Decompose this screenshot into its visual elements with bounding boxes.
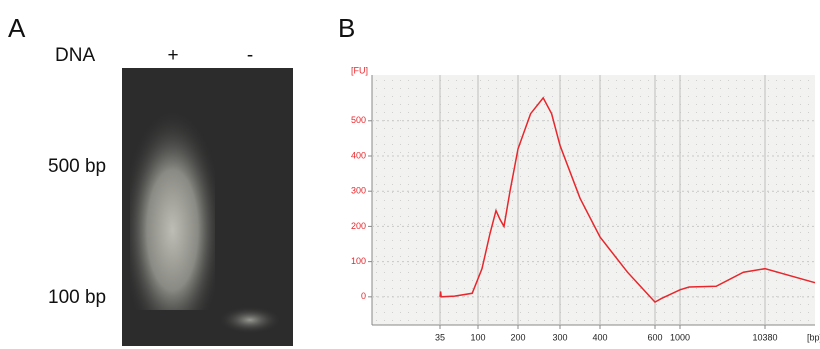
- gel-smear: [130, 110, 215, 310]
- y-tick-label: 0: [361, 291, 366, 301]
- y-tick-label: 300: [351, 186, 366, 196]
- panel-letter: B: [338, 13, 355, 43]
- x-tick-label: 100: [470, 332, 485, 342]
- x-axis-label: [bp]: [807, 332, 820, 342]
- y-axis-label: [FU]: [351, 65, 368, 75]
- y-tick-label: 200: [351, 221, 366, 231]
- plot-grid-dots: [372, 75, 815, 325]
- marker-label: 100 bp: [48, 287, 106, 308]
- x-tick-label: 400: [592, 332, 607, 342]
- figure: A DNA + - 500 bp 100 bp B 0 100 200 300 400 5…: [0, 0, 820, 349]
- x-tick-label: 600: [647, 332, 662, 342]
- x-tick-label: 300: [552, 332, 567, 342]
- y-tick-label: 500: [351, 115, 366, 125]
- lane-header: DNA: [55, 45, 95, 66]
- x-tick-label: 200: [510, 332, 525, 342]
- marker-label: 500 bp: [48, 156, 106, 177]
- lane-label: -: [247, 45, 253, 66]
- lane-label: +: [167, 45, 178, 66]
- y-tick-label: 400: [351, 150, 366, 160]
- gel-band: [218, 306, 282, 334]
- x-tick-label: 1000: [670, 332, 690, 342]
- panel-letter: A: [8, 13, 26, 43]
- x-tick-label: 35: [435, 332, 445, 342]
- x-tick-label: 10380: [752, 332, 777, 342]
- y-tick-label: 100: [351, 256, 366, 266]
